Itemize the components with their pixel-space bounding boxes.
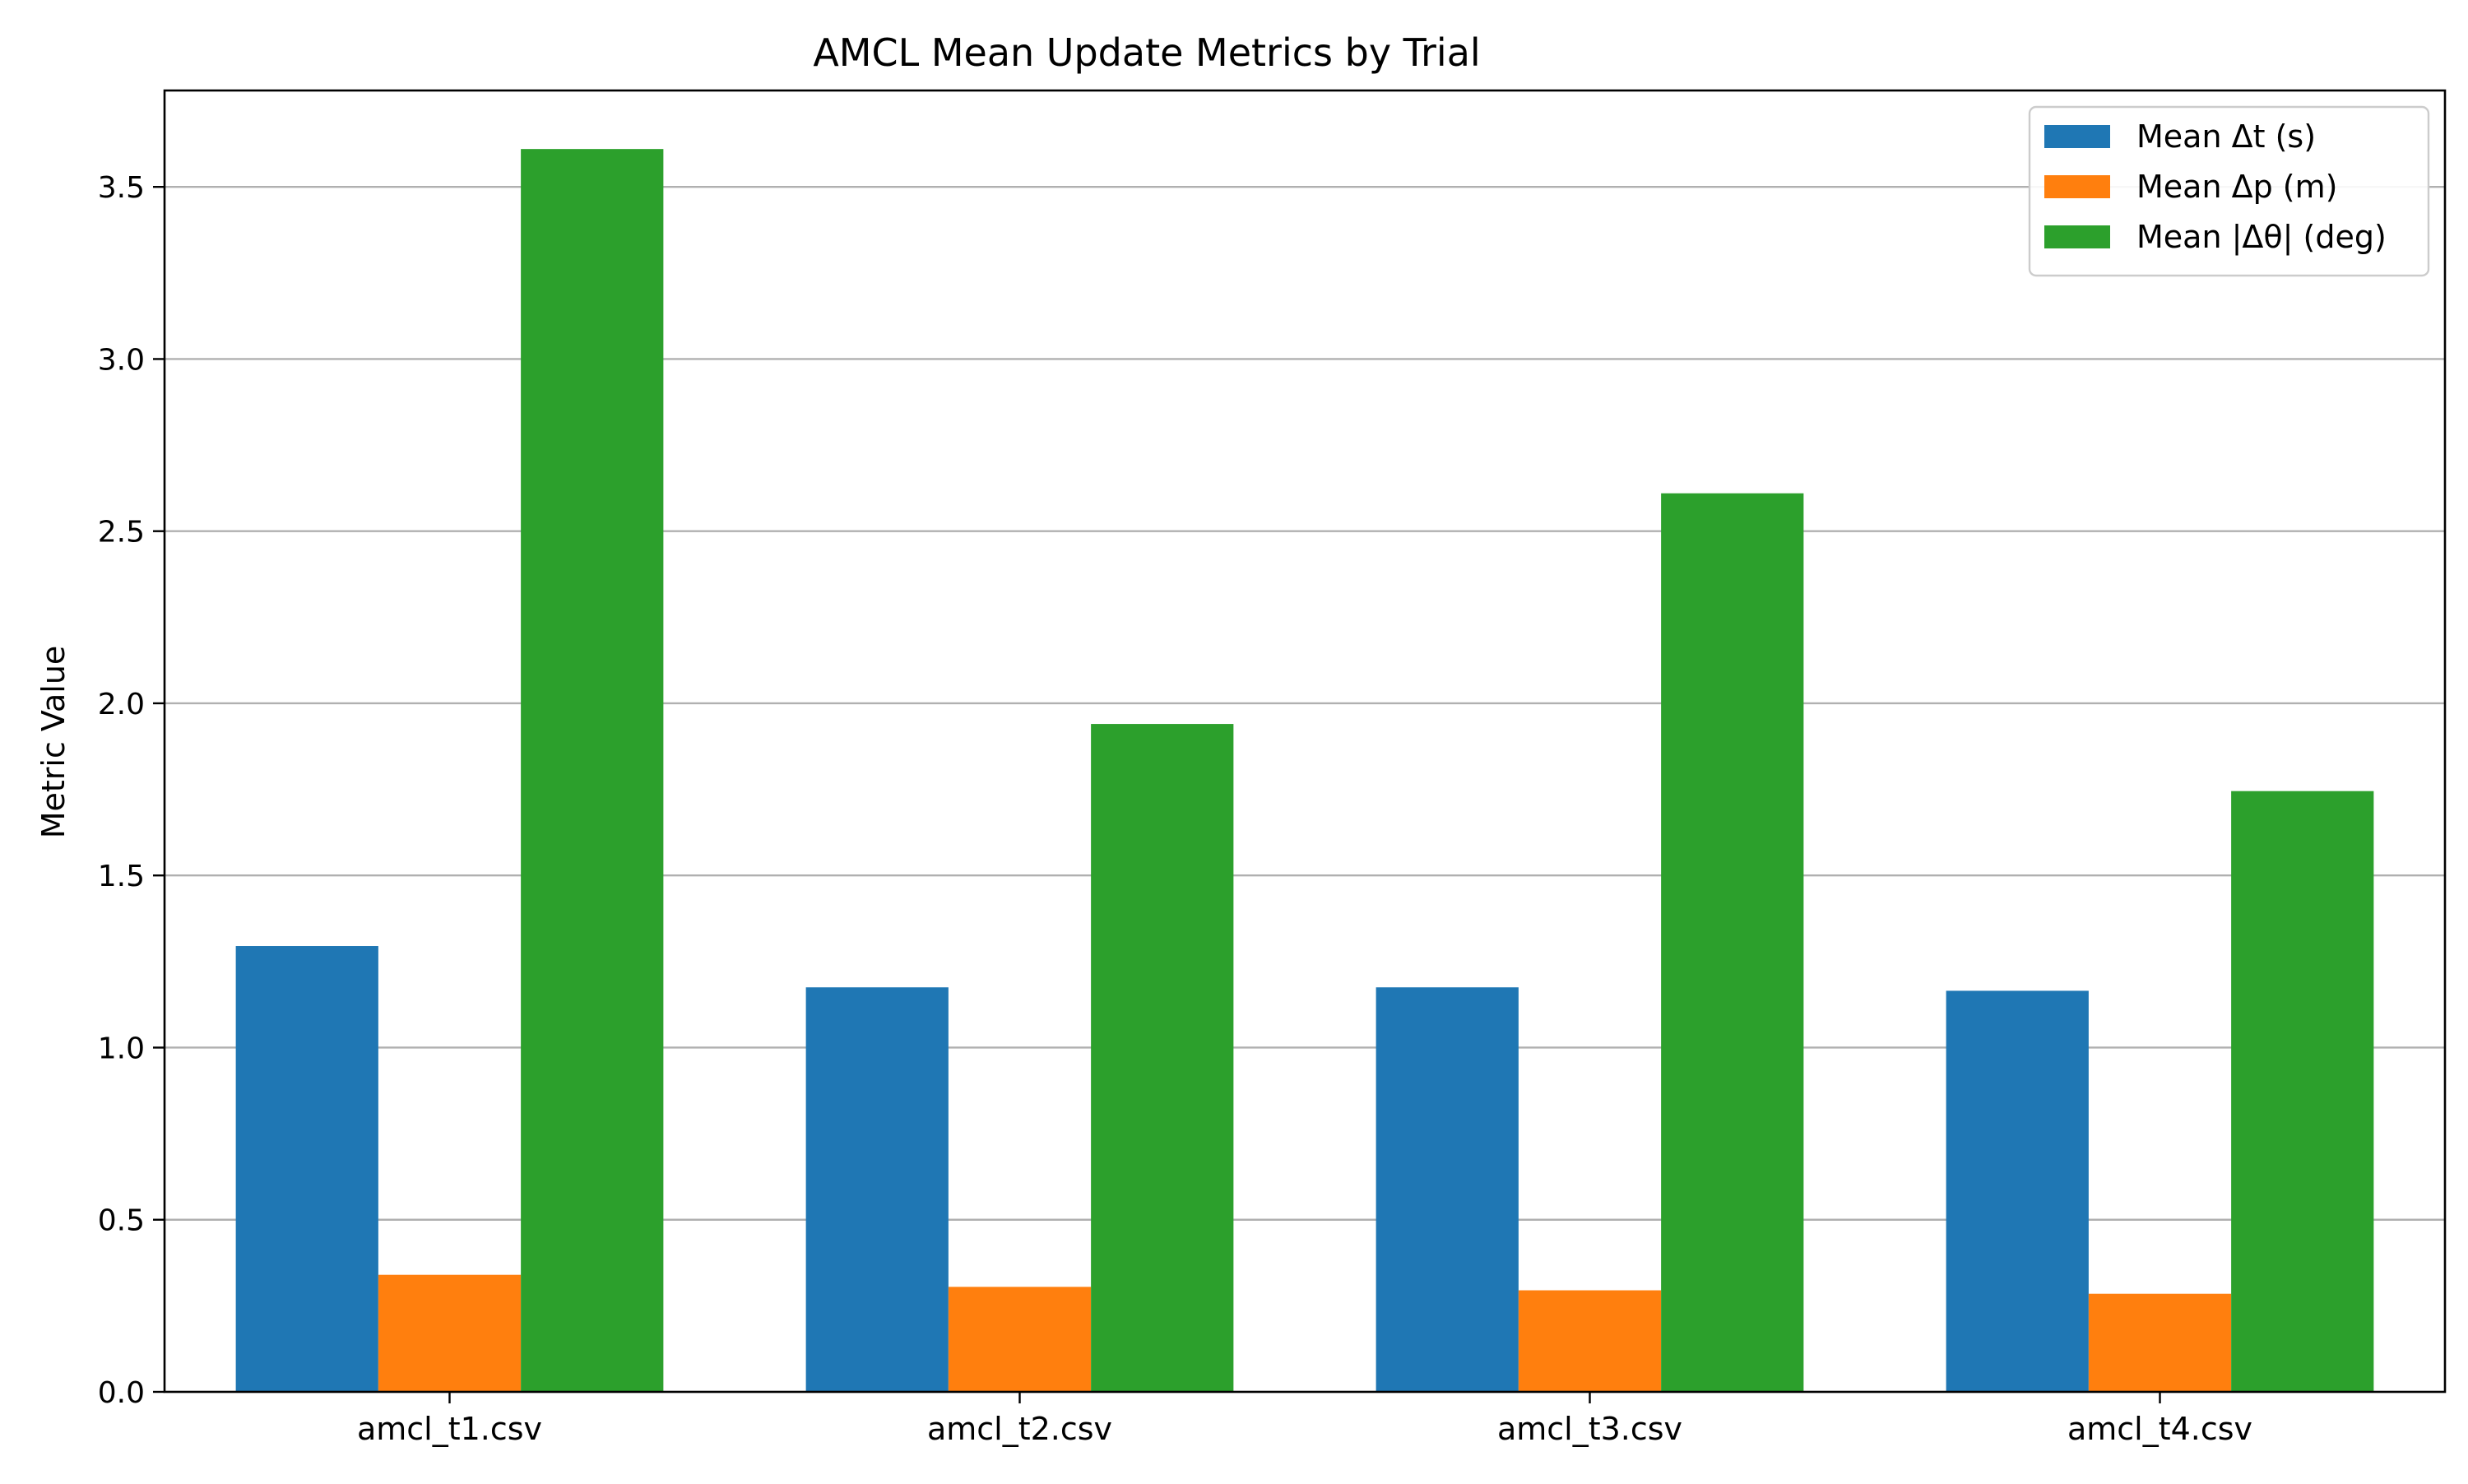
bar-1-2 — [805, 987, 949, 1392]
legend-label-2: Mean Δp (m) — [2136, 169, 2337, 205]
y-tick-label: 3.0 — [98, 343, 145, 377]
bar-2-2 — [948, 1287, 1092, 1392]
y-tick-label: 1.5 — [98, 860, 145, 893]
chart-title: AMCL Mean Update Metrics by Trial — [813, 30, 1480, 75]
x-tick-label: amcl_t1.csv — [357, 1411, 542, 1447]
legend-label-3: Mean |Δθ| (deg) — [2136, 219, 2387, 256]
plot-frame — [163, 89, 2447, 1394]
legend: Mean Δt (s) Mean Δp (m) Mean |Δθ| (deg) — [2028, 105, 2430, 277]
bar-2-4 — [2088, 1293, 2232, 1392]
legend-swatch-2 — [2044, 175, 2110, 198]
bar-3-1 — [521, 149, 664, 1392]
y-axis-label: Metric Value — [35, 646, 72, 839]
legend-swatch-1 — [2044, 125, 2110, 148]
bar-2-3 — [1518, 1290, 1662, 1392]
x-tick-label: amcl_t4.csv — [2067, 1411, 2252, 1447]
bar-3-3 — [1661, 493, 1804, 1392]
bar-3-2 — [1091, 724, 1234, 1392]
axes: 0.0 0.5 1.0 1.5 2.0 2.5 3.0 3.5 amcl_t1.csv amcl_… — [98, 89, 2447, 1447]
y-tick-label: 0.5 — [98, 1204, 145, 1238]
bar-3-4 — [2231, 791, 2374, 1392]
y-tick-label: 0.0 — [98, 1376, 145, 1410]
legend-box — [2028, 105, 2430, 277]
x-tick-label: amcl_t2.csv — [927, 1411, 1112, 1447]
x-tick-label: amcl_t3.csv — [1497, 1411, 1682, 1447]
bar-1-1 — [235, 946, 378, 1392]
legend-swatch-3 — [2044, 225, 2110, 248]
bars — [235, 149, 2374, 1392]
bar-1-4 — [1946, 990, 2089, 1392]
bar-1-3 — [1375, 987, 1519, 1392]
y-tick-label: 3.5 — [98, 171, 145, 205]
legend-label-1: Mean Δt (s) — [2136, 118, 2316, 155]
bar-2-1 — [378, 1274, 522, 1392]
y-tick-label: 2.5 — [98, 516, 145, 550]
y-tick-label: 1.0 — [98, 1032, 145, 1065]
y-tick-label: 2.0 — [98, 688, 145, 721]
